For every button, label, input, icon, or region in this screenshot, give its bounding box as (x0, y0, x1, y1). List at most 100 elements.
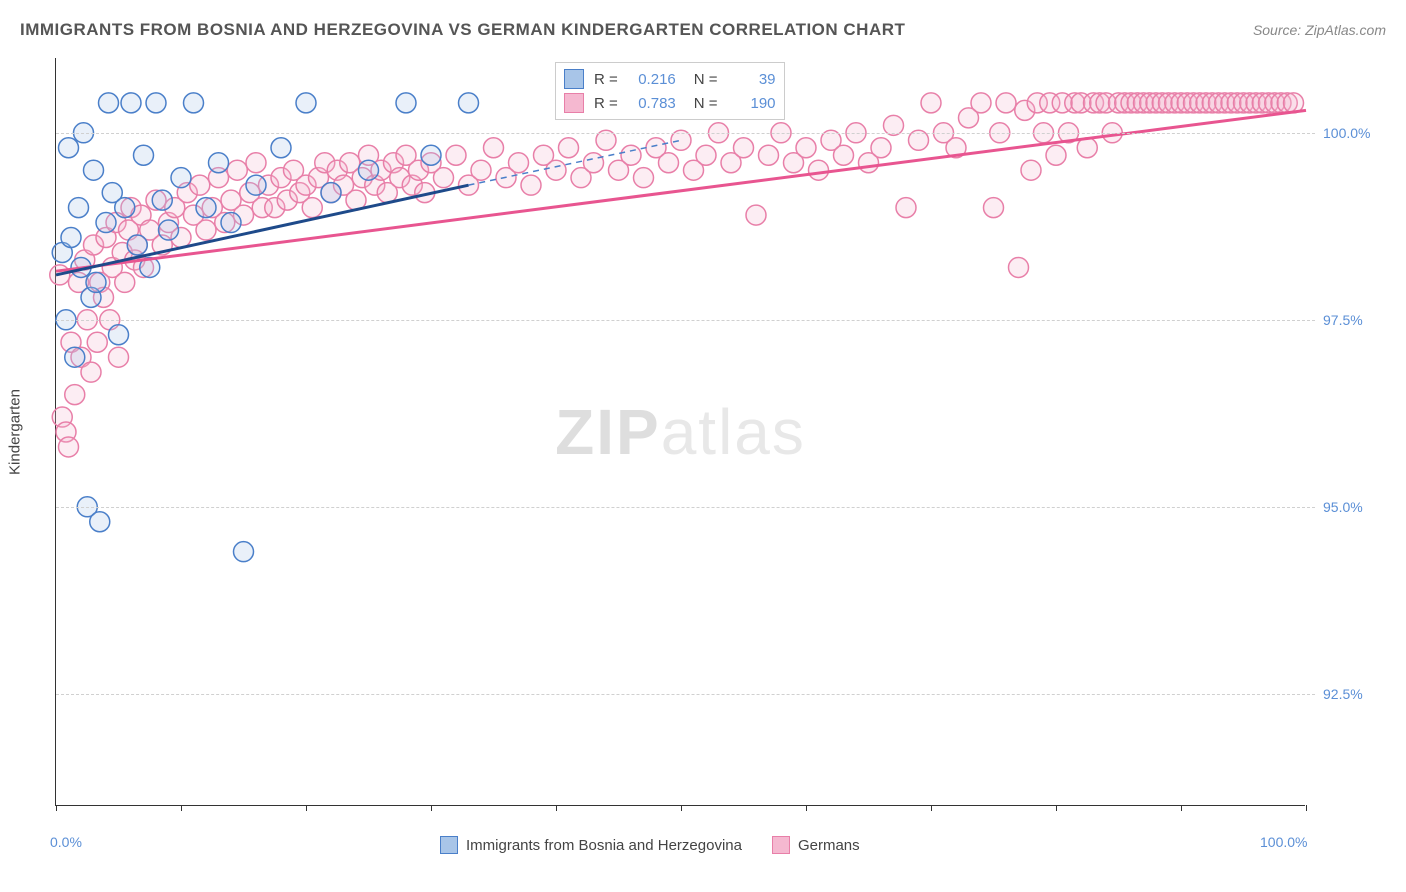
series-b-point (190, 175, 210, 195)
series-a-point (234, 542, 254, 562)
x-tick (931, 805, 932, 811)
series-a-point (184, 93, 204, 113)
chart-plot-area: ZIPatlas (55, 58, 1305, 806)
legend-swatch-icon (564, 69, 584, 89)
series-a-point (459, 93, 479, 113)
legend-series-label: Germans (798, 837, 860, 854)
series-a-point (359, 160, 379, 180)
series-b-point (734, 138, 754, 158)
y-tick-label: 100.0% (1323, 125, 1370, 141)
series-a-point (84, 160, 104, 180)
x-tick (306, 805, 307, 811)
series-a-point (69, 198, 89, 218)
series-b-point (659, 153, 679, 173)
grid-line (56, 320, 1315, 321)
series-a-point (396, 93, 416, 113)
series-b-point (871, 138, 891, 158)
series-b-point (1009, 257, 1029, 277)
series-b-point (484, 138, 504, 158)
series-a-point (196, 198, 216, 218)
series-a-point (321, 183, 341, 203)
grid-line (56, 133, 1315, 134)
x-tick (1181, 805, 1182, 811)
series-a-point (209, 153, 229, 173)
series-a-point (421, 145, 441, 165)
series-a-point (109, 325, 129, 345)
x-tick (181, 805, 182, 811)
legend-correlation-row: R =0.216N =39 (564, 67, 776, 91)
grid-line (56, 507, 1315, 508)
series-b-point (227, 160, 247, 180)
series-b-point (65, 385, 85, 405)
series-a-point (159, 220, 179, 240)
x-tick (1056, 805, 1057, 811)
series-b-point (559, 138, 579, 158)
series-b-point (302, 198, 322, 218)
x-tick (681, 805, 682, 811)
series-b-point (746, 205, 766, 225)
series-a-point (115, 198, 135, 218)
series-b-point (1046, 145, 1066, 165)
series-b-point (246, 153, 266, 173)
y-tick-label: 92.5% (1323, 686, 1363, 702)
x-tick (556, 805, 557, 811)
series-b-point (921, 93, 941, 113)
series-b-point (584, 153, 604, 173)
series-a-point (96, 213, 116, 233)
series-a-point (171, 168, 191, 188)
series-a-point (152, 190, 172, 210)
series-b-point (996, 93, 1016, 113)
legend-swatch-icon (440, 836, 458, 854)
series-a-point (134, 145, 154, 165)
series-b-point (634, 168, 654, 188)
x-tick (1306, 805, 1307, 811)
series-b-point (546, 160, 566, 180)
chart-source: Source: ZipAtlas.com (1253, 22, 1386, 38)
series-b-point (115, 272, 135, 292)
legend-series-label: Immigrants from Bosnia and Herzegovina (466, 837, 742, 854)
series-b-point (696, 145, 716, 165)
series-b-point (809, 160, 829, 180)
series-b-point (621, 145, 641, 165)
x-tick (806, 805, 807, 811)
series-b-point (87, 332, 107, 352)
y-tick-label: 95.0% (1323, 499, 1363, 515)
series-b-point (896, 198, 916, 218)
legend-swatch-icon (772, 836, 790, 854)
series-b-point (446, 145, 466, 165)
x-tick (56, 805, 57, 811)
series-a-point (61, 228, 81, 248)
series-a-point (86, 272, 106, 292)
series-b-point (434, 168, 454, 188)
y-tick-label: 97.5% (1323, 312, 1363, 328)
chart-header: IMMIGRANTS FROM BOSNIA AND HERZEGOVINA V… (20, 20, 1386, 40)
series-b-point (471, 160, 491, 180)
series-b-point (109, 347, 129, 367)
legend-correlation-row: R =0.783N =190 (564, 91, 776, 115)
series-b-point (59, 437, 79, 457)
series-b-point (984, 198, 1004, 218)
series-a-point (246, 175, 266, 195)
series-a-point (90, 512, 110, 532)
series-b-point (521, 175, 541, 195)
series-b-point (796, 138, 816, 158)
series-b-point (971, 93, 991, 113)
series-b-point (196, 220, 216, 240)
correlation-legend: R =0.216N =39R =0.783N =190 (555, 62, 785, 120)
x-tick (431, 805, 432, 811)
series-a-point (59, 138, 79, 158)
series-a-point (121, 93, 141, 113)
series-a-point (296, 93, 316, 113)
x-tick-label: 0.0% (50, 834, 82, 850)
chart-title: IMMIGRANTS FROM BOSNIA AND HERZEGOVINA V… (20, 20, 905, 40)
legend-swatch-icon (564, 93, 584, 113)
series-b-point (834, 145, 854, 165)
x-tick-label: 100.0% (1260, 834, 1307, 850)
series-a-point (65, 347, 85, 367)
series-b-point (759, 145, 779, 165)
series-b-point (509, 153, 529, 173)
series-legend: Immigrants from Bosnia and Herzegovina Ge… (440, 836, 860, 854)
series-a-point (127, 235, 147, 255)
series-a-point (221, 213, 241, 233)
y-axis-label: Kindergarten (7, 389, 24, 475)
